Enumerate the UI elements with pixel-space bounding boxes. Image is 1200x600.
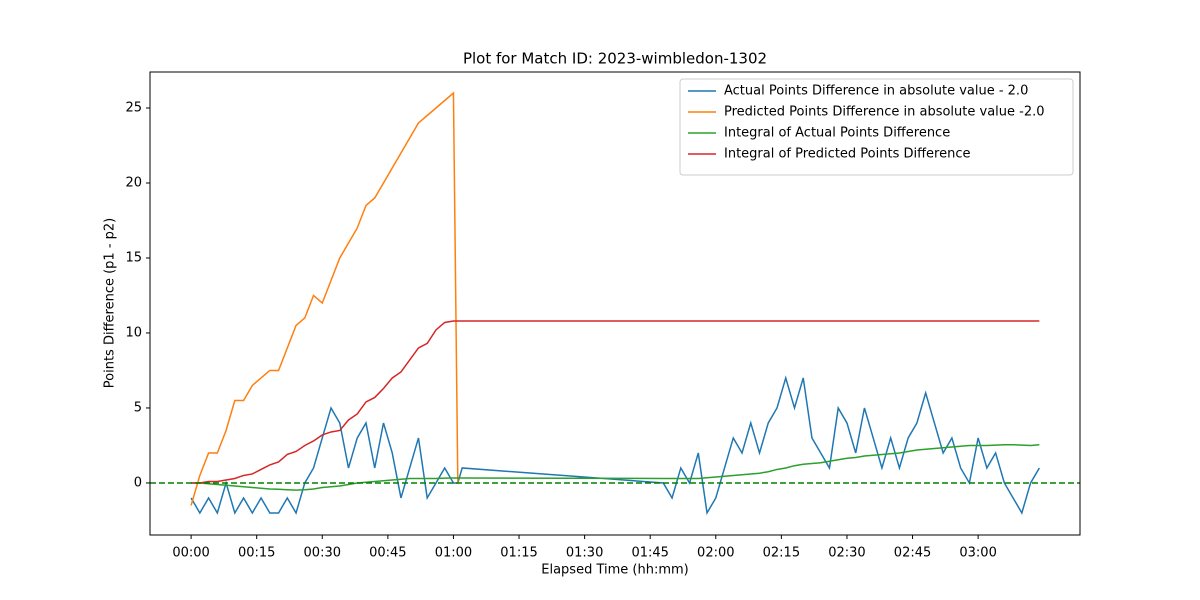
x-tick-label: 00:15	[238, 546, 275, 561]
x-tick-label: 03:00	[959, 546, 996, 561]
x-tick-label: 01:45	[631, 546, 668, 561]
legend-label: Integral of Predicted Points Difference	[724, 147, 971, 162]
x-tick-label: 02:30	[828, 546, 865, 561]
x-tick-label: 00:00	[172, 546, 209, 561]
series-line	[191, 320, 1040, 484]
y-tick-label: 25	[125, 100, 142, 115]
x-tick-label: 01:15	[500, 546, 537, 561]
chart-title: Plot for Match ID: 2023-wimbledon-1302	[463, 50, 767, 68]
legend-label: Actual Points Difference in absolute val…	[724, 84, 1028, 99]
y-tick-label: 0	[134, 475, 142, 490]
x-axis-label: Elapsed Time (hh:mm)	[541, 563, 688, 578]
legend-label: Predicted Points Difference in absolute …	[724, 105, 1045, 120]
y-tick-label: 5	[134, 400, 142, 415]
x-tick-label: 01:30	[566, 546, 603, 561]
series-line	[190, 375, 1040, 516]
y-tick-label: 10	[125, 325, 142, 340]
legend-label: Integral of Actual Points Difference	[724, 126, 950, 141]
y-axis-label: Points Difference (p1 - p2)	[103, 218, 118, 388]
plot-frame	[149, 71, 1081, 536]
x-tick-label: 02:00	[697, 546, 734, 561]
series-line	[190, 91, 459, 506]
y-tick-label: 15	[125, 250, 142, 265]
y-tick-label: 20	[125, 175, 142, 190]
series-line	[191, 443, 1040, 491]
legend-box	[679, 78, 1074, 176]
x-tick-label: 02:45	[894, 546, 931, 561]
x-tick-label: 00:45	[369, 546, 406, 561]
x-tick-label: 02:15	[763, 546, 800, 561]
x-tick-label: 00:30	[304, 546, 341, 561]
x-tick-label: 01:00	[435, 546, 472, 561]
